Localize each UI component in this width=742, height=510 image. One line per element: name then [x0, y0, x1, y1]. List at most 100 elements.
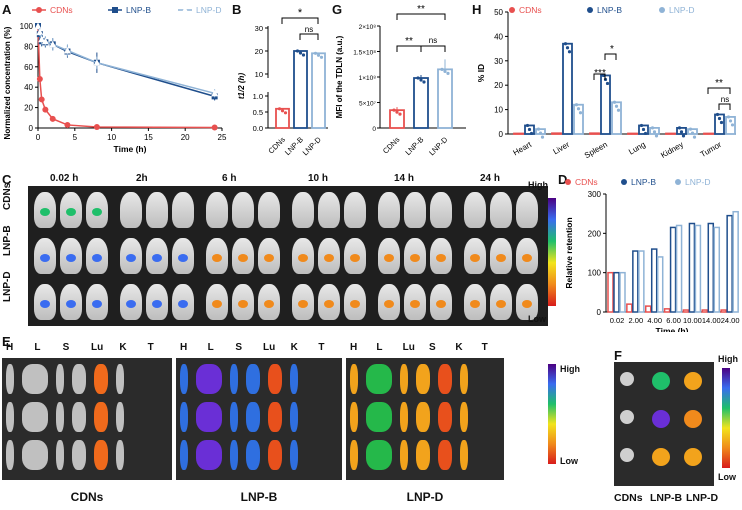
organ-k	[438, 402, 452, 432]
organ-lu	[72, 364, 86, 394]
organ-k	[268, 440, 282, 470]
sig-label: **	[405, 36, 413, 47]
fluorescence-signal	[40, 208, 50, 216]
organ-lu	[72, 402, 86, 432]
organ-lu	[400, 402, 408, 432]
time-label: 0.02 h	[50, 173, 79, 184]
sig-label: ns	[429, 36, 437, 45]
data-dot	[690, 131, 695, 135]
organ-lu	[72, 440, 86, 470]
chart-d-retention: 0 100 200 300 Relative retention Time (h) 0.02…	[564, 177, 740, 332]
lymph-node	[684, 372, 702, 390]
data-dot	[295, 49, 300, 53]
fluorescence-signal	[436, 300, 446, 308]
data-point-cdns	[64, 121, 71, 128]
organ-h	[350, 364, 358, 394]
organ-label: K	[119, 342, 127, 353]
data-dot	[443, 69, 447, 73]
data-dot	[422, 80, 426, 84]
bar-t6.00-lnp-b	[669, 226, 677, 313]
organ-t	[116, 364, 124, 394]
x-tick-label: 4.00	[647, 316, 662, 325]
legend-label-lnp-d: LNP-D	[669, 5, 695, 15]
data-dot	[578, 111, 583, 115]
organ-k	[438, 364, 452, 394]
sig-bracket	[299, 33, 319, 40]
fluorescence-signal	[212, 300, 222, 308]
y-tick-label: 1.5×10⁸	[353, 50, 376, 57]
time-label: 6 h	[222, 173, 237, 184]
x-tick-label: 0	[36, 133, 41, 142]
organ-lu	[246, 364, 260, 394]
y-tick-label: 40	[494, 32, 503, 41]
fluorescence-signal	[298, 300, 308, 308]
mouse-image	[430, 192, 452, 228]
bar-liver-lnp-d	[573, 103, 584, 135]
sig-label: ns	[305, 25, 313, 34]
lymph-node	[684, 410, 702, 428]
data-dot	[576, 107, 581, 111]
mouse-image	[344, 284, 366, 320]
y-tick-label: 80	[24, 42, 33, 51]
y-tick-label: 100	[588, 269, 602, 278]
data-point-lnp-d	[41, 37, 49, 45]
fluorescence-signal	[126, 254, 136, 262]
y-axis-label: MFI of the TDLN (a.u.)	[335, 35, 344, 118]
ivis-image-grid	[28, 186, 548, 326]
x-tick-label: CDNs	[381, 135, 402, 156]
scale-high-e: High	[560, 364, 580, 374]
fluorescence-signal	[264, 254, 274, 262]
scale-high-f: High	[718, 354, 738, 364]
y-tick-label: 0.0	[253, 124, 263, 133]
fluorescence-signal	[238, 300, 248, 308]
data-dot	[538, 131, 543, 135]
mouse-image	[232, 238, 254, 274]
time-label: 24 h	[480, 173, 501, 184]
panel-label-a: A	[2, 2, 12, 17]
series-line-lnp-d	[37, 25, 215, 95]
data-dot	[688, 127, 693, 131]
row-label: LNP-B	[2, 225, 13, 256]
fluorescence-signal	[298, 254, 308, 262]
sig-bracket	[604, 53, 617, 60]
legend-label-cdns: CDNs	[50, 5, 73, 15]
mouse-image	[430, 284, 452, 320]
data-dot	[446, 71, 450, 75]
mouse-image	[490, 284, 512, 320]
fluorescence-signal	[152, 300, 162, 308]
mouse-image	[318, 192, 340, 228]
sig-bracket	[593, 73, 606, 80]
data-dot	[416, 76, 420, 80]
legend-marker-lnp-b	[587, 7, 593, 13]
y-tick-label: 300	[588, 190, 602, 199]
x-tick-label: 24.00	[721, 316, 740, 325]
organ-k	[438, 440, 452, 470]
bar-spleen-lnp-d	[611, 101, 622, 135]
bar-t0.02-cdns	[607, 271, 614, 313]
sig-bracket	[396, 13, 446, 20]
data-point-cdns	[211, 124, 218, 131]
mouse-image	[344, 192, 366, 228]
organ-h	[6, 364, 14, 394]
data-point-cdns	[49, 115, 56, 122]
bar-t2.00-cdns	[626, 303, 633, 313]
legend-marker-lnp-d	[181, 6, 189, 13]
legend-label-lnp-b: LNP-B	[597, 5, 622, 15]
panel-label-b: B	[232, 2, 242, 17]
mouse-image	[490, 192, 512, 228]
legend-marker-cdns	[509, 7, 515, 13]
data-point-lnp-d	[93, 59, 101, 66]
sig-bracket	[707, 87, 731, 94]
bar-t6.00-cdns	[663, 308, 671, 313]
organ-lu	[246, 402, 260, 432]
organ-label: Lu	[91, 342, 104, 353]
data-dot	[565, 46, 570, 50]
organ-label: T	[147, 342, 154, 353]
data-dot	[605, 81, 610, 86]
bar-t14.00-cdns	[701, 309, 709, 313]
y-axis-label: t1/2 (h)	[237, 73, 246, 100]
mouse-image	[292, 284, 314, 320]
data-dot	[612, 100, 617, 104]
row-label: CDNs	[2, 182, 13, 210]
legend-label-cdns: CDNs	[519, 5, 542, 15]
